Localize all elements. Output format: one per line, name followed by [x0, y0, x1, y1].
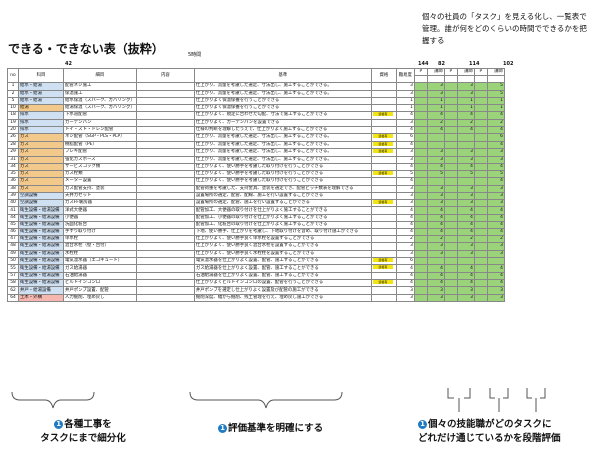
qualification-badge: 資格有	[372, 171, 393, 175]
table-row: 40 空調設備 ガスFF暖房器 設置場所の選定、配管、施工を行い設置することができる資…	[7, 198, 505, 208]
row-eval3: 3	[486, 293, 505, 302]
count-b: 82	[438, 61, 445, 67]
row-category: 給湯	[18, 103, 64, 113]
row-eval3: 3	[486, 249, 505, 258]
qualification-badge: 資格有	[372, 280, 393, 284]
table-row: 2 給水・給湯 保温施工 仕上がり、流量を考慮した選定、寸法出し、施工することができる…	[7, 89, 505, 98]
table-row: 34 ガス サービスコック類 仕上がりよく、使い勝手を考慮した取り付けを行うことができ…	[7, 162, 505, 171]
qualification-badge: 資格有	[372, 265, 393, 270]
table-row: 49 衛生設備・給湯設備 水栓柱 仕上がりよく、使い勝手良く水栓柱を設置することができ…	[7, 249, 505, 258]
row-category: 衛生設備・給湯設備	[18, 249, 64, 258]
subtitle: 5時間	[188, 52, 202, 58]
row-eval3: 4	[486, 125, 505, 135]
page-title: できる・できない表（抜粋）	[8, 42, 164, 56]
count-left: 42	[65, 61, 72, 67]
table-row: 62 井戸・給湯設備 井戸ポンプ設置、配管 井戸ポンプを選定し仕上がりよく設置及び配管…	[7, 286, 505, 295]
qualification-badge: 資格有	[372, 134, 393, 138]
row-category: 井戸・給湯設備	[18, 286, 64, 295]
header-item: 細目	[63, 67, 137, 84]
table-row: 57 衛生設備・給湯設備 石油給湯器 石油給湯器を仕上がりよく設置、配管、施工すること…	[7, 271, 505, 280]
label-middle: 1 評価基準を明確にする	[218, 422, 323, 436]
table-row: 28 ガス 樹脂配管（PE） 仕上がり、流量を考慮した選定、寸法出し、施工することがで…	[7, 140, 505, 149]
table-row: 64 土木・外構 人力掘削、埋め戻し 掘削深度、幅から掘削、残土管理を行え、埋め戻し施…	[7, 293, 505, 302]
row-eval3: 4	[486, 162, 505, 171]
row-eval3: 3	[486, 191, 505, 200]
label-right: 1 個々の技能職がどのタスクに どれだけ通じているかを段階評価	[418, 419, 561, 444]
row-category: ガス	[18, 162, 64, 171]
qualification-badge: 資格有	[372, 149, 393, 153]
table-row: 46 衛生設備・給湯設備 手すり取り付け 下地、使い勝手、仕上がりを考慮し、下地取り付…	[7, 227, 505, 237]
row-category: 土木・外構	[18, 293, 64, 302]
qualification-badge: 資格有	[372, 200, 393, 204]
header-category: 科目	[18, 67, 64, 84]
skills-table: no 科目 細目 内容 基準 資格 難易度 P 講師 P 講師 P 講師 1 給水…	[7, 67, 505, 302]
count-c: 114	[469, 61, 480, 67]
bullet-icon: 1	[54, 420, 64, 429]
header-difficulty: 難易度	[395, 67, 415, 84]
count-d: 102	[503, 61, 514, 67]
description-note: 個々の社員の「タスク」を見える化し、一覧表で管理。誰が何をどのくらいの時間ででき…	[422, 12, 587, 45]
row-category: 空調設備	[18, 191, 64, 200]
qualification-badge: 資格有	[372, 112, 393, 117]
table-row: 5 給水・給湯 給水保温（スパーク、カバリング） 仕上がりよく保温保養を行うことができ…	[7, 96, 505, 105]
table-row: 20 排水 トイ・スト・ドレン配管 仕様の判断を理解したうえで、仕上がりよく施工するこ…	[7, 125, 505, 135]
header-row: no 科目 細目 内容 基準 資格 難易度 P 講師 P 講師 P 講師	[7, 67, 505, 84]
table-row: 18 排水 下水道配管 仕上がりよく、規定に合わせた勾配、寸法で施工することができる資…	[7, 111, 505, 120]
header-standard: 基準	[193, 67, 372, 84]
row-eval3: 3	[486, 286, 505, 295]
table-row: 19 排水 ガーデンパン 仕上がりよく、ガーデンパンを設置できる 3 2 2 2	[7, 118, 505, 127]
bullet-icon: 1	[218, 424, 227, 433]
qualification-badge: 資格有	[372, 141, 393, 146]
row-category: 排水	[18, 125, 64, 135]
label-left: 1 各種工事を タスクにまで細分化	[40, 419, 126, 444]
count-a: 144	[418, 61, 429, 67]
row-eval3: 4	[486, 271, 505, 280]
qualification-badge: 資格有	[372, 258, 393, 262]
table-row: 45 衛生設備・給湯設備 洗面化粧台 配管加工、化粧台の取り付けを仕上がりよく施工する…	[7, 220, 505, 230]
row-category: 衛生設備・給湯設備	[18, 271, 64, 280]
bullet-icon: 1	[418, 420, 427, 429]
row-eval3: 1	[486, 103, 505, 113]
table-row: 10 給湯 給湯保温（スパーク、カバリング） 仕上がりよく保温保養を行うことができる 1…	[7, 103, 505, 113]
header-content: 内容	[135, 67, 195, 84]
table-row: 39 空調設備 天井カセット 設置場所の選定、配管、配線、施工を行い設置することができ…	[7, 191, 505, 200]
